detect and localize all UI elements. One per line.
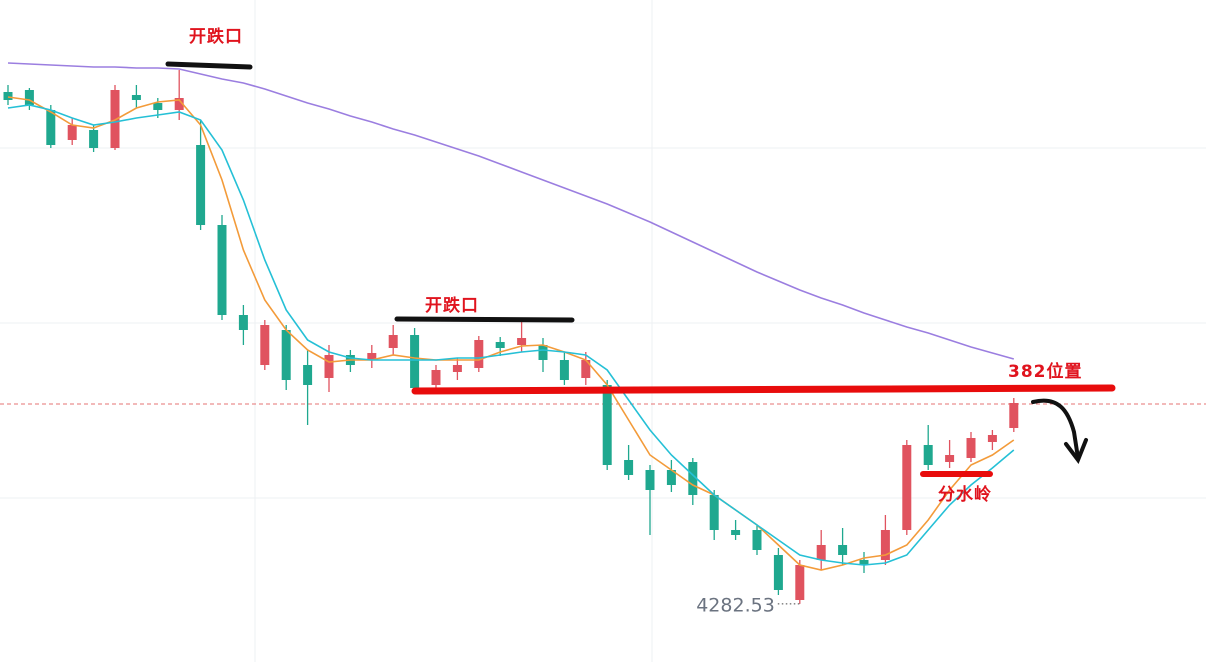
candle-body — [46, 110, 56, 145]
candle-body — [260, 325, 270, 365]
candle-body — [410, 335, 420, 388]
candle-body — [153, 103, 163, 110]
candle-body — [666, 470, 676, 485]
candle-body — [581, 360, 591, 378]
ma-line — [7, 104, 1015, 566]
annotation: 382位置 — [1008, 361, 1083, 382]
candle-body — [902, 445, 912, 530]
candle-body — [67, 125, 77, 140]
annotations: 开跌口 开跌口 382位置 分水岭 — [165, 27, 1116, 505]
candle-body — [688, 462, 698, 495]
candle-body — [110, 90, 120, 148]
candle-body — [538, 345, 548, 360]
candle-body — [945, 455, 955, 462]
candle-body — [174, 98, 184, 110]
candle-body — [452, 365, 462, 372]
candle-body — [431, 370, 441, 385]
candle-body — [987, 435, 997, 442]
annotation: 开跌口 — [425, 296, 479, 316]
candle-body — [217, 225, 227, 315]
hand-line — [394, 316, 575, 323]
candle-body — [1009, 403, 1019, 428]
candle-body — [709, 495, 719, 530]
candle-body — [816, 545, 826, 560]
hand-line — [411, 384, 1116, 395]
hand-line — [165, 61, 253, 70]
annotation: 开跌口 — [189, 27, 243, 47]
candle-body — [602, 385, 612, 465]
candle-body — [303, 365, 313, 385]
candle-body — [388, 335, 398, 348]
candle-body — [3, 92, 13, 100]
candle-body — [367, 353, 377, 360]
arrow-head — [1064, 438, 1088, 465]
candle-body — [196, 145, 206, 225]
candle-body — [795, 565, 805, 600]
candle-body — [966, 438, 976, 458]
candle-body — [752, 530, 762, 550]
candle-body — [880, 530, 890, 560]
candle-body — [324, 355, 334, 378]
candle-body — [474, 340, 484, 368]
candle-body — [624, 460, 634, 475]
plot: 4282.53 — [0, 62, 1206, 616]
candle-body — [859, 560, 869, 565]
candle-body — [731, 530, 741, 535]
candle-body — [238, 315, 248, 330]
candle-body — [131, 95, 141, 100]
candle-body — [281, 330, 291, 380]
candle-body — [89, 130, 99, 148]
candle-body — [559, 360, 569, 380]
candle-body — [495, 342, 505, 348]
candle-body — [517, 338, 527, 345]
candle-body — [773, 555, 783, 590]
candle-body — [923, 445, 933, 465]
candle-body — [24, 90, 34, 105]
ma-line — [7, 62, 1015, 360]
candle-body — [645, 470, 655, 490]
candle-body — [838, 545, 848, 555]
low-label: 4282.53 — [696, 594, 775, 616]
annotation: 分水岭 — [938, 484, 992, 505]
arrow — [1031, 398, 1080, 460]
